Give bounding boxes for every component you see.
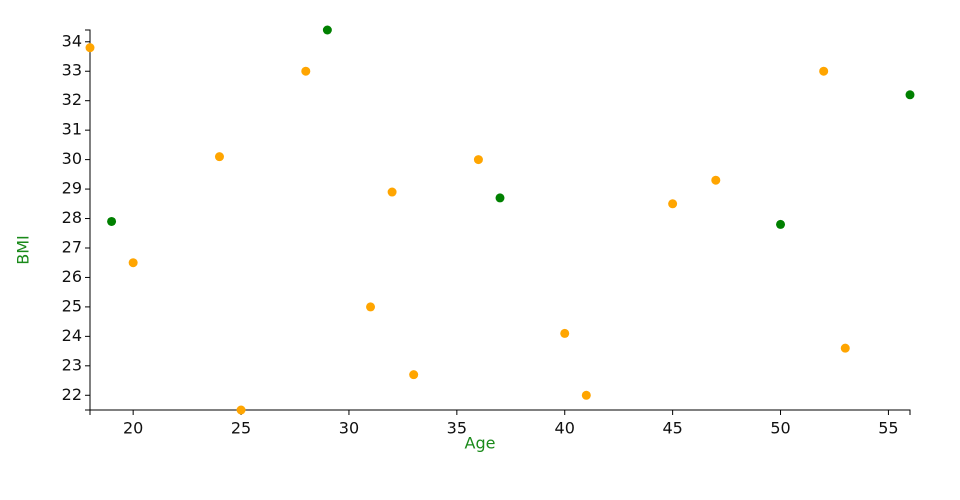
y-axis-title: BMI [14,235,33,265]
point [581,390,591,400]
point [905,90,915,100]
y-tick-label: 34 [62,31,82,50]
x-tick-label: 55 [878,419,898,438]
point [322,25,332,35]
point [776,219,786,229]
y-tick-label: 26 [62,267,82,286]
y-tick-label: 31 [62,120,82,139]
point [840,343,850,353]
point [366,302,376,312]
x-tick-label: 45 [662,419,682,438]
point [560,328,570,338]
point [214,152,224,162]
point [387,187,397,197]
point [711,175,721,185]
y-tick-label: 30 [62,149,82,168]
x-tick-label: 30 [339,419,359,438]
x-tick-label: 25 [231,419,251,438]
point [128,258,138,268]
x-tick-label: 35 [447,419,467,438]
x-tick-label: 50 [770,419,790,438]
x-axis [89,409,911,415]
y-tick-label: 22 [62,385,82,404]
point [301,66,311,76]
y-tick-label: 29 [62,179,82,198]
y-tick-label: 23 [62,355,82,374]
point [236,405,246,415]
point [409,370,419,380]
y-tick-label: 33 [62,61,82,80]
y-tick-label: 24 [62,326,82,345]
point [668,199,678,209]
point [85,43,95,53]
point [819,66,829,76]
point [495,193,505,203]
point [107,216,117,226]
y-tick-label: 32 [62,90,82,109]
y-axis [85,29,91,411]
y-tick-label: 27 [62,237,82,256]
x-axis-title: Age [465,434,496,453]
x-tick-label: 20 [123,419,143,438]
point [473,155,483,165]
y-tick-label: 25 [62,296,82,315]
x-tick-label: 40 [555,419,575,438]
y-tick-label: 28 [62,208,82,227]
